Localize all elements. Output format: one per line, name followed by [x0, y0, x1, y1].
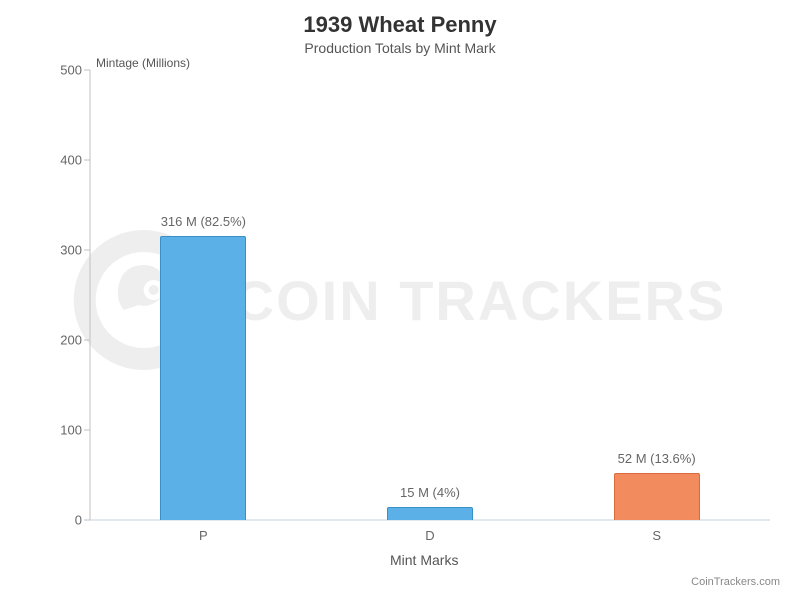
bar-label-p: 316 M (82.5%)	[161, 214, 246, 229]
x-tick-label: D	[400, 528, 460, 543]
y-axis-title: Mintage (Millions)	[96, 56, 190, 70]
bar-label-d: 15 M (4%)	[400, 485, 460, 500]
x-axis-title: Mint Marks	[390, 552, 458, 568]
y-tick-label: 300	[42, 243, 82, 258]
x-tick-label: S	[627, 528, 687, 543]
chart-title: 1939 Wheat Penny	[0, 12, 800, 38]
y-tick-label: 100	[42, 423, 82, 438]
attribution: CoinTrackers.com	[691, 576, 780, 588]
y-tick-label: 500	[42, 63, 82, 78]
y-tick-label: 400	[42, 153, 82, 168]
y-tick-label: 200	[42, 333, 82, 348]
bar-s	[614, 473, 700, 520]
x-tick-label: P	[173, 528, 233, 543]
y-tick-label: 0	[42, 513, 82, 528]
bar-d	[387, 507, 473, 521]
bar-p	[160, 236, 246, 520]
chart-container: COIN TRACKERS 1939 Wheat Penny Productio…	[0, 0, 800, 600]
bar-label-s: 52 M (13.6%)	[618, 451, 696, 466]
chart-subtitle: Production Totals by Mint Mark	[0, 40, 800, 56]
